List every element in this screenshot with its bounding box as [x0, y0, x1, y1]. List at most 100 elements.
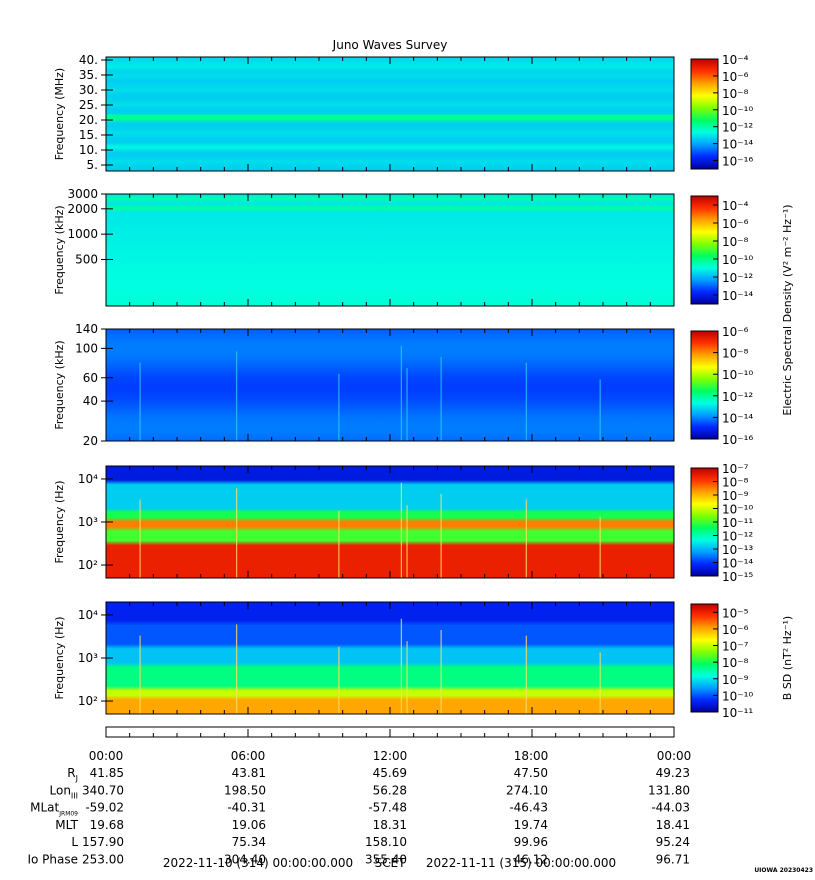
colorbar-tick-label: 10⁻¹⁴	[722, 557, 753, 571]
y-tick-label: 3000	[67, 187, 98, 201]
footer-end: 2022-11-11 (315) 00:00:00.000	[426, 856, 616, 870]
y-tick-label: 500	[75, 252, 98, 266]
ephemeris-value: 45.69	[373, 766, 407, 780]
colorbar-tick-label: 10⁻¹²	[722, 530, 753, 544]
colorbar-tick-label: 10⁻¹⁰	[722, 104, 753, 118]
colorbar-tick-label: 10⁻¹¹	[722, 516, 753, 530]
footer-scet: SCET	[375, 856, 407, 870]
ephemeris-value: 49.23	[656, 766, 690, 780]
y-tick-label: 10²	[78, 558, 98, 572]
ephemeris-row-label: LonIII	[50, 783, 79, 800]
ephemeris-value: 157.90	[82, 835, 124, 849]
heatmap-image	[106, 466, 674, 578]
figure-title: Juno Waves Survey	[332, 38, 448, 52]
panel-lfr-low: 10⁴ 10³ 10² Frequency (Hz) 10⁻⁷10⁻⁸10⁻⁹10⁻¹⁰…	[53, 462, 753, 584]
y-tick-label: 40	[83, 394, 98, 408]
ephemeris-row-sub: J	[75, 774, 78, 783]
footer-credit: UIOWA 20230423	[754, 867, 813, 874]
colorbar	[690, 603, 719, 713]
ephemeris-value: 18.31	[373, 818, 407, 832]
colorbar-tick-label: 10⁻⁵	[722, 606, 749, 620]
ephemeris-value: 274.10	[506, 783, 548, 797]
ephemeris-row-sub: III	[71, 791, 78, 800]
colorbar-tick-label: 10⁻⁷	[722, 462, 749, 476]
y-tick-label: 10⁴	[78, 472, 98, 486]
colorbar-tick-label: 10⁻¹⁴	[722, 138, 753, 152]
ephemeris-table: 00:00 06:00 12:00 18:00 00:00 RJ 41.85 43.81 45.…	[27, 749, 691, 867]
ephemeris-value: 19.06	[232, 818, 266, 832]
y-tick-label: 20	[83, 434, 98, 448]
ephemeris-value: 43.81	[232, 766, 266, 780]
colorbar-tick-label: 10⁻¹²	[722, 390, 753, 404]
y-tick-label: 15.	[79, 128, 98, 142]
y-axis-label: Frequency (kHz)	[53, 340, 66, 429]
y-axis-label: Frequency (MHz)	[53, 68, 66, 160]
time-axis-strip	[105, 726, 675, 738]
ephemeris-value: -46.43	[509, 801, 548, 815]
ephemeris-value: 19.68	[90, 818, 124, 832]
y-tick-label: 10.	[79, 143, 98, 157]
ephemeris-value: 340.70	[82, 783, 124, 797]
colorbar-tick-label: 10⁻¹⁰	[722, 689, 753, 703]
colorbar-tick-label: 10⁻¹⁶	[722, 433, 753, 447]
panel-lfr-high: 140 100 60 40 20 Frequency (kHz) 10⁻⁶ 10⁻⁸ 10⁻¹⁰…	[53, 322, 753, 448]
y-tick-label: 5.	[87, 158, 98, 172]
footer: 2022-11-10 (314) 00:00:00.000 SCET 2022-…	[163, 856, 813, 874]
ephemeris-value: 355.40	[365, 853, 407, 867]
colorbar-tick-label: 10⁻⁸	[722, 87, 749, 101]
time-tick-label: 12:00	[373, 749, 408, 763]
colorbar-tick-label: 10⁻⁸	[722, 235, 749, 249]
ephemeris-row-label: L	[71, 835, 78, 849]
colorbar-tick-label: 10⁻¹⁵	[722, 570, 753, 584]
y-tick-label: 100	[75, 341, 98, 355]
ephemeris-value: 304.40	[224, 853, 266, 867]
colorbar-tick-label: 10⁻¹⁰	[722, 368, 753, 382]
heatmap-image	[106, 57, 674, 171]
ephemeris-value: 253.00	[82, 853, 124, 867]
y-tick-label: 25.	[79, 98, 98, 112]
panels: 40.35.30.25.20.15.10.5. Frequency (MHz) 10…	[53, 53, 794, 720]
colorbar	[690, 195, 719, 305]
band-21mhz	[106, 114, 674, 120]
panel-hfr-high: 40.35.30.25.20.15.10.5. Frequency (MHz) 10…	[53, 53, 753, 172]
colorbar	[690, 58, 719, 170]
colorbar-tick-label: 10⁻¹²	[722, 121, 753, 135]
colorbar-tick-label: 10⁻⁶	[722, 623, 749, 637]
heatmap-image	[106, 329, 674, 441]
colorbar-label: Electric Spectral Density (V² m⁻² Hz⁻¹)	[781, 204, 794, 415]
colorbar-tick-label: 10⁻⁸	[722, 476, 749, 490]
ephemeris-row-label: MLT	[55, 818, 78, 832]
colorbar-tick-label: 10⁻¹⁰	[722, 503, 753, 517]
ephemeris-value: -59.02	[85, 801, 124, 815]
colorbar-tick-label: 10⁻⁴	[722, 199, 749, 213]
colorbar-tick-label: 10⁻⁶	[722, 70, 749, 84]
ephemeris-value: -40.31	[227, 801, 266, 815]
ephemeris-value: 131.80	[648, 783, 690, 797]
panel-magnetic: 10⁴ 10³ 10² Frequency (Hz) 10⁻⁵ 10⁻⁶ 10⁻⁷ 10⁻⁸ 1…	[53, 601, 794, 720]
y-axis-label: Frequency (Hz)	[53, 617, 66, 700]
time-tick-label: 18:00	[514, 749, 549, 763]
ephemeris-value: 19.74	[514, 818, 548, 832]
ephemeris-value: 99.96	[514, 835, 548, 849]
y-axis-label: Frequency (kHz)	[53, 205, 66, 294]
time-tick-label: 00:00	[89, 749, 124, 763]
ephemeris-value: -44.03	[651, 801, 690, 815]
ephemeris-value: 75.34	[232, 835, 266, 849]
y-tick-label: 35.	[79, 68, 98, 82]
colorbar-tick-label: 10⁻⁹	[722, 673, 749, 687]
ephemeris-row-label: Io Phase	[27, 853, 78, 867]
y-tick-label: 60	[83, 371, 98, 385]
colorbar-tick-label: 10⁻¹⁶	[722, 155, 753, 169]
colorbar-label: B SD (nT² Hz⁻¹)	[781, 616, 794, 700]
colorbar-tick-label: 10⁻⁶	[722, 325, 749, 339]
y-tick-label: 20.	[79, 113, 98, 127]
y-tick-label: 2000	[67, 202, 98, 216]
y-tick-label: 10³	[78, 515, 98, 529]
heatmap-image	[106, 602, 674, 714]
time-tick-label: 00:00	[657, 749, 692, 763]
ephemeris-value: 47.50	[514, 766, 548, 780]
ephemeris-value: 158.10	[365, 835, 407, 849]
ephemeris-value: 56.28	[373, 783, 407, 797]
